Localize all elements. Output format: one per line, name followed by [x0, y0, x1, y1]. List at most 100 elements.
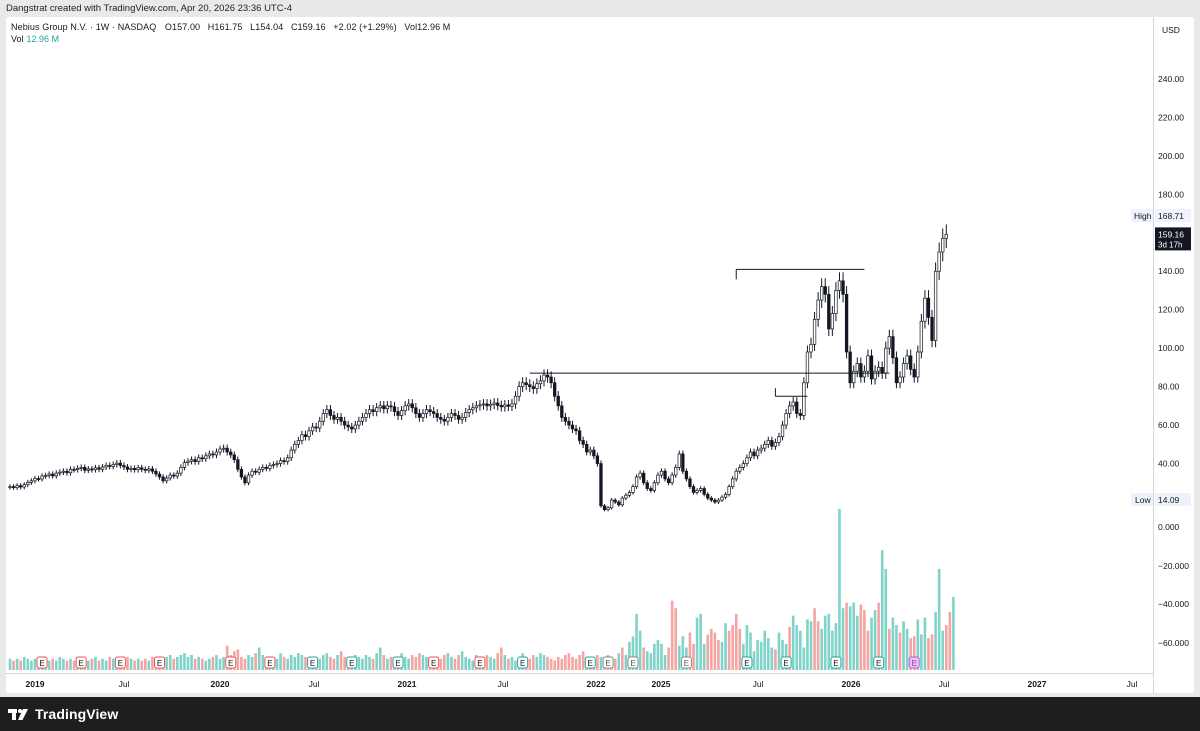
candle-body	[296, 440, 301, 445]
volume-bar	[332, 658, 336, 670]
candle-body	[791, 401, 795, 407]
last-price-label: 159.16	[1158, 229, 1184, 239]
volume-bar	[717, 640, 720, 670]
volume-bar	[104, 660, 108, 670]
volume-bar	[628, 641, 631, 670]
candle-body	[250, 470, 254, 476]
volume-bar	[111, 658, 115, 670]
volume-bar	[200, 658, 204, 670]
volume-bar	[12, 660, 15, 670]
candle-body	[688, 478, 692, 487]
time-tick-label: Jul	[309, 679, 320, 689]
volume-bar	[528, 658, 532, 670]
earnings-marker-label: E	[310, 659, 315, 668]
candle-body	[773, 442, 778, 447]
volume-bar	[556, 656, 560, 670]
volume-bar	[183, 653, 186, 670]
earnings-marker	[225, 656, 237, 669]
volume-bar	[33, 658, 37, 670]
symbol-legend: Nebius Group N.V. · 1W · NASDAQ O157.00 …	[11, 22, 450, 32]
volume-bar	[667, 647, 670, 670]
volume-bar	[621, 647, 624, 670]
candle-body	[923, 297, 927, 322]
candle-body	[428, 409, 432, 412]
volume-bar	[891, 617, 895, 670]
candle-body	[93, 467, 98, 471]
volume-bar	[791, 615, 795, 670]
volume-bar	[806, 619, 809, 670]
candle-body	[880, 367, 884, 374]
candle-body	[19, 485, 23, 488]
candle-body	[431, 411, 436, 414]
symbol-name[interactable]: Nebius Group N.V. · 1W · NASDAQ	[11, 22, 157, 32]
candle-body	[471, 407, 475, 411]
volume-bar	[450, 656, 453, 670]
candlestick-chart[interactable]: E E E E E E E E E E E E E E E E E E E E E 240.00 220.00 200.00 1…	[6, 17, 1194, 693]
volume-bar	[809, 621, 813, 670]
footer-bar	[0, 697, 1200, 731]
volume-bar	[208, 658, 211, 670]
volume-bar	[22, 656, 26, 670]
volume-bar	[147, 660, 151, 670]
volume-bar	[845, 602, 848, 670]
candle-body	[638, 472, 642, 478]
volume-bar	[727, 630, 731, 670]
candle-body	[602, 505, 607, 511]
volume-bar	[489, 656, 492, 670]
volume-bar	[699, 613, 702, 670]
volume-bar	[852, 602, 856, 670]
candle-body	[407, 403, 411, 407]
earnings-marker-label: E	[520, 659, 525, 668]
candle-body	[72, 468, 76, 471]
chart-panel[interactable]: Nebius Group N.V. · 1W · NASDAQ O157.00 …	[6, 17, 1194, 693]
volume-bar	[507, 658, 510, 670]
price-tick-label: 200.00	[1158, 151, 1184, 161]
volume-bar	[677, 645, 681, 670]
candle-body	[595, 455, 600, 464]
volume-bar	[87, 660, 90, 670]
earnings-marker	[584, 656, 596, 669]
candle-body	[193, 459, 197, 462]
high-value-box	[1155, 209, 1191, 223]
volume-legend[interactable]: Vol 12.96 M	[11, 34, 59, 44]
candle-body	[97, 467, 101, 470]
volume-bar	[300, 655, 304, 670]
candle-body	[549, 376, 553, 384]
volume-bar	[638, 630, 642, 670]
candle-body	[510, 403, 514, 407]
volume-bar	[129, 658, 133, 670]
volume-bar	[653, 643, 656, 670]
volume-bar	[756, 640, 759, 670]
volume-bar	[710, 628, 713, 670]
volume-bar	[218, 658, 222, 670]
time-tick-label: Jul	[939, 679, 950, 689]
volume-bar	[386, 658, 389, 670]
candle-body	[360, 417, 365, 422]
volume-bar	[813, 608, 816, 670]
volume-bar	[375, 653, 378, 670]
candle-body	[157, 473, 162, 478]
volume-bar	[357, 656, 361, 670]
volume-bar	[425, 656, 428, 670]
price-tick-label: 60.00	[1158, 420, 1180, 430]
volume-bar	[759, 641, 763, 670]
volume-bar	[211, 656, 215, 670]
volume-bar	[692, 643, 695, 670]
low-value: L154.04	[250, 22, 284, 32]
candle-body	[399, 410, 404, 416]
volume-bar	[763, 630, 767, 670]
earnings-marker	[627, 656, 639, 669]
candle-body	[204, 455, 208, 460]
volume-bar	[539, 653, 542, 670]
candle-body	[613, 499, 617, 503]
candle-body	[314, 426, 318, 429]
volume-bar	[247, 655, 250, 670]
volume-bar	[325, 653, 329, 670]
candle-body	[36, 478, 41, 480]
earnings-marker	[680, 656, 692, 669]
currency-label[interactable]: USD	[1162, 25, 1180, 35]
volume-bar	[898, 632, 902, 670]
volume-bar	[275, 658, 279, 670]
candle-body	[727, 486, 731, 495]
candle-body	[90, 468, 94, 471]
